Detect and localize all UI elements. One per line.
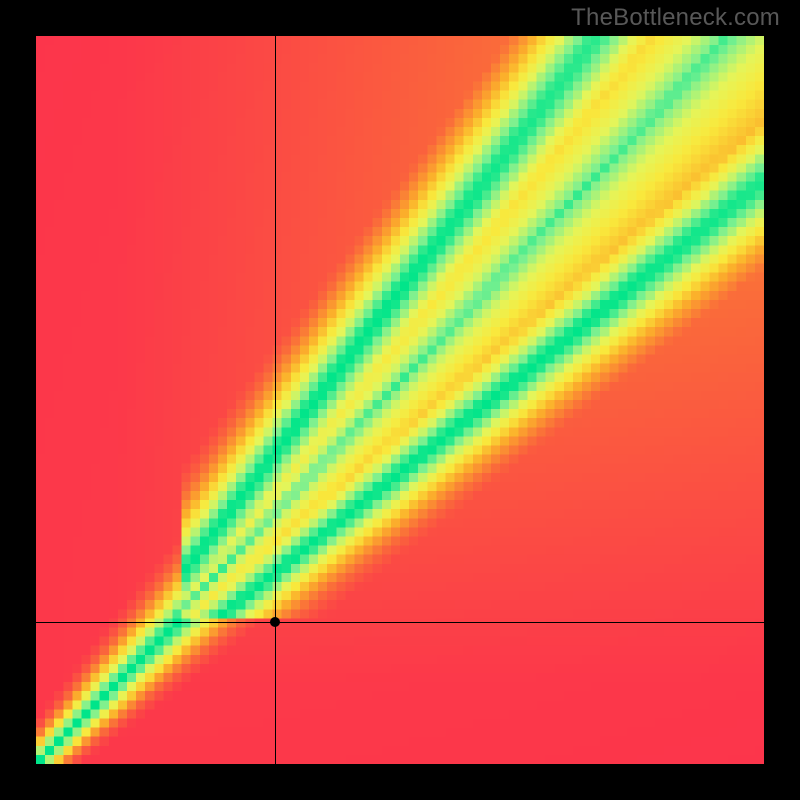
crosshair-horizontal (36, 622, 764, 623)
watermark-text: TheBottleneck.com (571, 4, 780, 32)
heatmap-canvas (36, 36, 764, 764)
bottleneck-heatmap (36, 36, 764, 764)
selection-marker (270, 617, 280, 627)
crosshair-vertical (275, 36, 276, 764)
